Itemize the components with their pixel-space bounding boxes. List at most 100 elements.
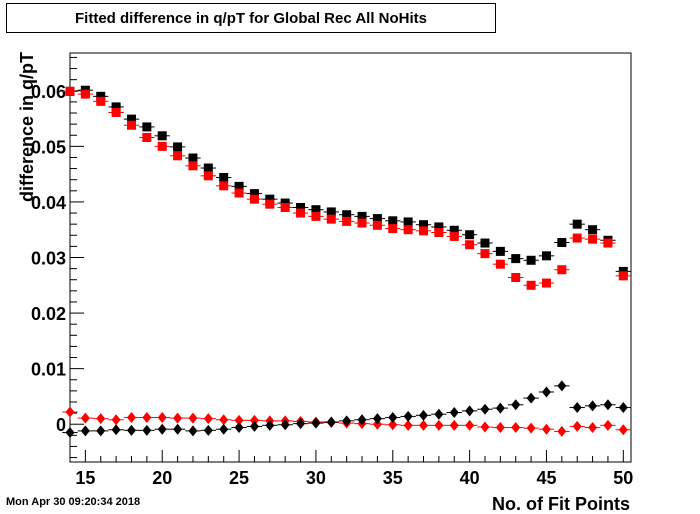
data-point-square [372,214,382,224]
data-point-square [434,222,444,232]
data-point-diamond [65,427,75,439]
data-point-square [372,220,382,230]
y-tick-label: 0.06 [31,82,66,102]
series-3 [62,380,631,439]
data-point-diamond [434,419,444,431]
data-point-square [495,246,505,256]
data-point-square [495,259,505,269]
data-point-square [96,91,106,101]
y-tick-label: 0.02 [31,304,66,324]
data-point-square [342,210,352,220]
data-point-square [188,153,198,163]
data-point-square [265,199,275,209]
data-point-square [311,205,321,215]
data-point-diamond [419,419,429,431]
data-point-square [173,151,183,161]
data-point-diamond [465,405,475,417]
data-point-diamond [311,417,321,429]
data-point-square [65,86,75,96]
data-point-square [203,171,213,181]
data-point-diamond [572,402,582,414]
data-point-diamond [511,422,521,434]
y-axis-label: difference in q/pT [17,52,37,202]
x-tick-label: 20 [152,468,172,488]
data-point-diamond [296,418,306,430]
data-point-square [465,230,475,240]
data-point-square [541,278,551,288]
data-point-diamond [372,413,382,425]
data-point-diamond [173,412,183,424]
x-tick-label: 25 [229,468,249,488]
data-point-diamond [203,424,213,436]
data-point-diamond [173,423,183,435]
data-point-diamond [326,416,336,428]
data-point-diamond [403,410,413,422]
data-point-diamond [495,422,505,434]
data-point-square [388,216,398,226]
x-tick-label: 45 [536,468,556,488]
data-point-square [526,280,536,290]
data-point-square [603,238,613,248]
data-point-diamond [65,406,75,418]
data-point-square [480,249,490,259]
data-point-diamond [80,412,90,424]
data-point-diamond [465,419,475,431]
data-point-diamond [495,402,505,414]
data-point-diamond [526,392,536,404]
data-point-square [403,225,413,235]
data-point-diamond [219,414,229,426]
data-point-square [419,226,429,236]
data-point-square [511,273,521,283]
x-tick-label: 15 [75,468,95,488]
data-point-diamond [126,412,136,424]
data-point-square [173,142,183,152]
data-point-square [126,120,136,130]
data-point-diamond [588,400,598,412]
data-point-square [280,202,290,212]
data-point-square [588,234,598,244]
data-point-diamond [403,419,413,431]
data-point-diamond [342,415,352,427]
data-point-diamond [434,408,444,420]
data-point-square [449,231,459,241]
data-point-diamond [419,409,429,421]
y-tick-label: 0.03 [31,249,66,269]
data-point-square [357,211,367,221]
data-point-square [265,194,275,204]
data-point-square [157,131,167,141]
data-point-diamond [557,380,567,392]
data-point-square [588,225,598,235]
data-point-square [296,202,306,212]
data-point-diamond [80,425,90,437]
data-point-diamond [449,407,459,419]
data-point-diamond [280,419,290,431]
x-tick-label: 40 [460,468,480,488]
series-1 [62,86,631,290]
data-point-square [357,218,367,228]
data-point-diamond [157,412,167,424]
data-point-square [526,255,536,265]
data-point-diamond [111,414,121,426]
data-point-diamond [603,399,613,411]
data-point-square [557,237,567,247]
data-point-diamond [203,413,213,425]
data-point-square [434,227,444,237]
y-tick-label: 0.05 [31,137,66,157]
x-tick-label: 30 [306,468,326,488]
data-point-diamond [188,425,198,437]
data-point-square [249,194,259,204]
data-point-diamond [603,419,613,431]
data-point-square [203,163,213,173]
data-point-square [403,217,413,227]
timestamp: Mon Apr 30 09:20:34 2018 [6,496,141,508]
data-point-square [142,132,152,142]
data-point-square [511,254,521,264]
data-point-diamond [541,386,551,398]
data-point-square [126,114,136,124]
data-point-square [326,214,336,224]
data-point-square [449,225,459,235]
data-point-square [311,211,321,221]
data-point-square [111,107,121,117]
data-point-diamond [234,414,244,426]
